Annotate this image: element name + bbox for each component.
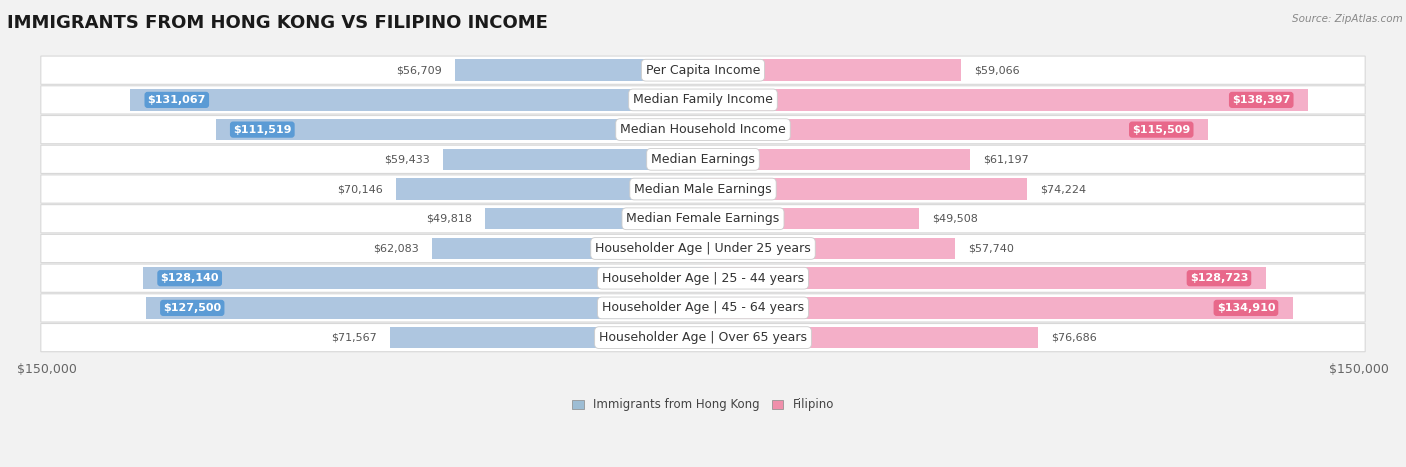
Text: $49,508: $49,508 [932,214,979,224]
Text: Householder Age | 45 - 64 years: Householder Age | 45 - 64 years [602,301,804,314]
Bar [143,268,703,289]
Bar [703,89,1308,111]
Text: Median Family Income: Median Family Income [633,93,773,106]
Text: Median Earnings: Median Earnings [651,153,755,166]
Bar [391,327,703,348]
Bar [396,178,703,200]
FancyBboxPatch shape [41,175,1365,203]
Text: Median Household Income: Median Household Income [620,123,786,136]
Bar [703,59,962,81]
FancyBboxPatch shape [41,115,1365,144]
FancyBboxPatch shape [41,324,1365,352]
Text: $76,686: $76,686 [1052,333,1097,343]
Bar [703,119,1208,140]
FancyBboxPatch shape [41,145,1365,173]
Text: $134,910: $134,910 [1216,303,1275,313]
Text: $131,067: $131,067 [148,95,207,105]
FancyBboxPatch shape [41,234,1365,262]
Text: $49,818: $49,818 [426,214,472,224]
Bar [131,89,703,111]
Text: IMMIGRANTS FROM HONG KONG VS FILIPINO INCOME: IMMIGRANTS FROM HONG KONG VS FILIPINO IN… [7,14,548,32]
Text: $111,519: $111,519 [233,125,291,134]
Bar [703,268,1265,289]
Text: $57,740: $57,740 [969,243,1014,254]
FancyBboxPatch shape [41,56,1365,85]
Text: Median Male Earnings: Median Male Earnings [634,183,772,196]
Bar [703,149,970,170]
Bar [215,119,703,140]
Bar [432,238,703,259]
Bar [703,327,1038,348]
FancyBboxPatch shape [41,294,1365,322]
Bar [485,208,703,229]
Bar [703,297,1292,318]
Bar [456,59,703,81]
Text: $115,509: $115,509 [1132,125,1191,134]
Bar [146,297,703,318]
Text: $56,709: $56,709 [396,65,441,75]
Text: $74,224: $74,224 [1040,184,1087,194]
Bar [703,178,1028,200]
Text: Householder Age | Under 25 years: Householder Age | Under 25 years [595,242,811,255]
Text: $128,723: $128,723 [1189,273,1249,283]
Text: $61,197: $61,197 [984,154,1029,164]
Text: $70,146: $70,146 [337,184,384,194]
FancyBboxPatch shape [41,86,1365,114]
Text: Householder Age | 25 - 44 years: Householder Age | 25 - 44 years [602,272,804,285]
Text: $71,567: $71,567 [332,333,377,343]
Text: $59,433: $59,433 [384,154,430,164]
Text: $127,500: $127,500 [163,303,221,313]
FancyBboxPatch shape [41,205,1365,233]
Text: Source: ZipAtlas.com: Source: ZipAtlas.com [1292,14,1403,24]
Text: $128,140: $128,140 [160,273,219,283]
Text: Per Capita Income: Per Capita Income [645,64,761,77]
Text: $59,066: $59,066 [974,65,1019,75]
Bar [703,208,920,229]
Text: Householder Age | Over 65 years: Householder Age | Over 65 years [599,331,807,344]
Text: Median Female Earnings: Median Female Earnings [627,212,779,225]
Text: $62,083: $62,083 [373,243,419,254]
Bar [443,149,703,170]
FancyBboxPatch shape [41,264,1365,292]
Legend: Immigrants from Hong Kong, Filipino: Immigrants from Hong Kong, Filipino [567,394,839,416]
Bar [703,238,955,259]
Text: $138,397: $138,397 [1232,95,1291,105]
